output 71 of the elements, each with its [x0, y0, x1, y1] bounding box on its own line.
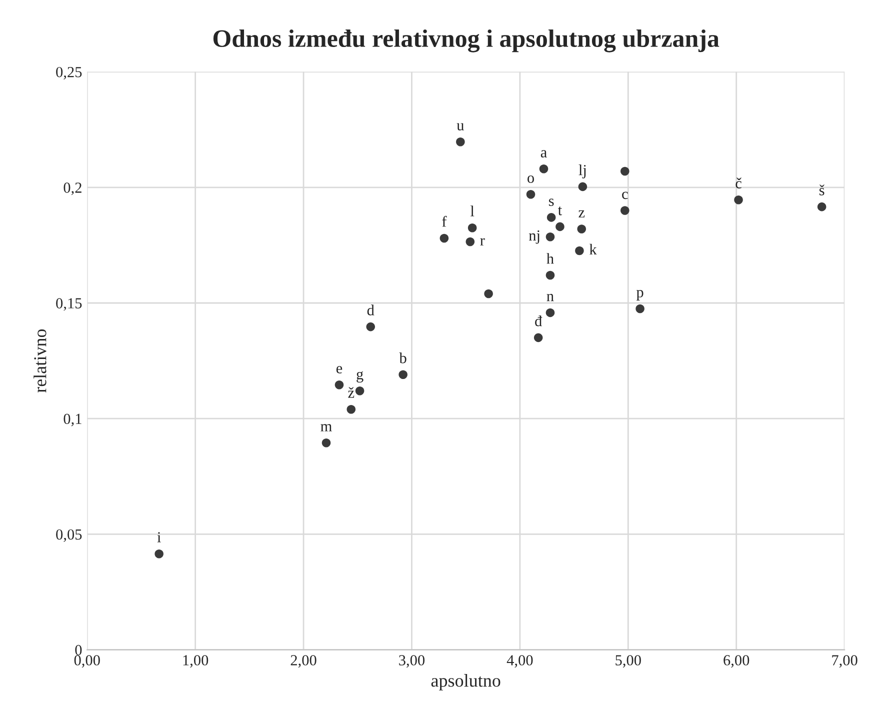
point	[366, 322, 376, 332]
annotation: lj	[578, 164, 586, 178]
annotation: a	[540, 150, 547, 158]
annotation: m	[320, 424, 332, 432]
y-tick-label: 0,2	[64, 182, 82, 196]
x-tick-label: 3,00	[399, 655, 425, 668]
y-tick-label: 0,15	[56, 298, 82, 311]
point	[620, 206, 630, 215]
point	[355, 386, 364, 396]
annotation: nj	[528, 230, 540, 244]
annotation: đ	[535, 315, 542, 326]
chart-title: Odnos između relativnog i apsolutnog ubrzanja	[213, 29, 720, 52]
point	[526, 190, 536, 199]
point	[734, 195, 743, 204]
annotation: d	[367, 304, 374, 316]
point	[575, 246, 584, 256]
annotation: š	[819, 184, 824, 196]
y-tick-label: 0,25	[56, 66, 82, 80]
point	[154, 549, 164, 558]
annotation: u	[456, 123, 464, 130]
annotation: r	[480, 238, 485, 246]
x-tick-label: 5,00	[616, 655, 641, 668]
point	[468, 223, 477, 232]
point	[546, 232, 555, 242]
point	[817, 202, 826, 212]
annotation: i	[157, 532, 161, 542]
point	[466, 237, 475, 246]
x-tick-label: 1,00	[183, 655, 208, 668]
point	[546, 308, 555, 318]
annotation: e	[336, 366, 342, 374]
point	[398, 370, 408, 380]
point	[577, 224, 586, 234]
point	[322, 438, 331, 448]
point	[456, 137, 465, 146]
annotation: f	[442, 216, 447, 227]
annotation: l	[470, 206, 474, 216]
annotation: t	[558, 206, 562, 216]
point	[440, 234, 449, 243]
annotation: n	[546, 294, 554, 302]
x-tick-label: 6,00	[724, 655, 750, 668]
annotation: ž	[348, 387, 354, 398]
y-tick-label: 0,05	[56, 529, 82, 542]
point	[534, 333, 543, 342]
x-tick-label: 0,00	[74, 655, 100, 668]
x-tick-label: 4,00	[506, 655, 533, 668]
point	[546, 213, 556, 222]
x-axis-title: apsolutno	[431, 674, 500, 690]
annotation: o	[528, 176, 534, 183]
point	[346, 404, 356, 414]
annotation: k	[589, 244, 597, 254]
annotation: b	[399, 352, 406, 364]
annotation: p	[636, 290, 644, 300]
point	[578, 182, 588, 192]
point	[556, 222, 564, 232]
annotation: č	[736, 178, 742, 188]
point	[484, 289, 493, 298]
y-tick-label: 0,1	[64, 414, 82, 426]
point	[636, 304, 644, 314]
annotation: h	[546, 253, 554, 264]
x-tick-label: 2,00	[290, 655, 316, 668]
point	[546, 270, 555, 280]
annotation: s	[548, 198, 554, 206]
annotation: c	[622, 192, 628, 200]
point	[539, 164, 548, 174]
y-axis-title: relativno	[34, 329, 46, 393]
annotation: g	[356, 371, 364, 383]
annotation: z	[578, 210, 585, 218]
x-tick-label: 7,00	[832, 655, 858, 668]
y-tick-label: 0	[75, 644, 82, 656]
point	[620, 166, 630, 176]
point	[334, 380, 344, 390]
